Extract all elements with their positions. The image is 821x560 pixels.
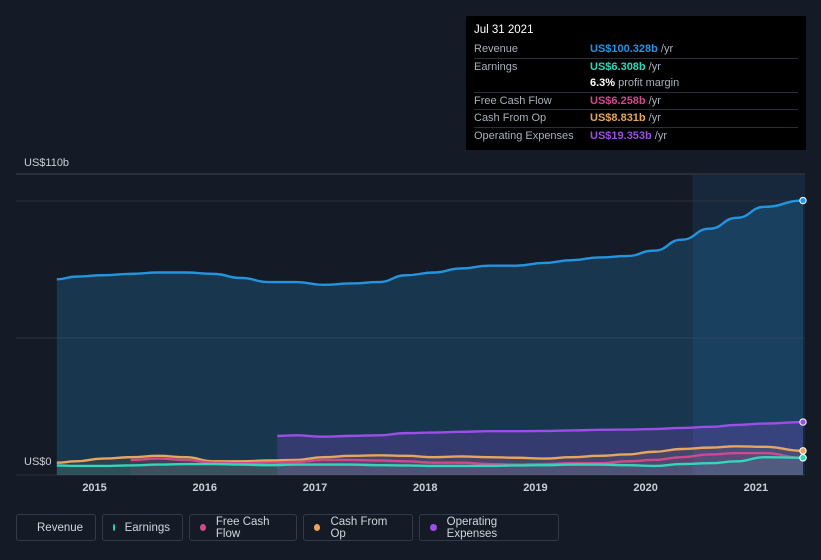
series-areas xyxy=(56,200,804,475)
legend: Revenue Earnings Free Cash Flow Cash Fro… xyxy=(16,514,559,541)
tooltip-unit: /yr xyxy=(648,112,661,125)
legend-item-revenue[interactable]: Revenue xyxy=(16,514,96,541)
x-tick-label: 2017 xyxy=(303,482,327,494)
tooltip-value: US$19.353b xyxy=(590,129,652,142)
series-lines xyxy=(56,199,804,468)
x-tick-label: 2016 xyxy=(193,482,217,494)
legend-label: Free Cash Flow xyxy=(215,515,270,540)
line-operating-expenses xyxy=(277,420,804,438)
tooltip-label: Earnings xyxy=(474,60,518,73)
tooltip-label: Operating Expenses xyxy=(474,129,574,142)
tooltip-row-profit-margin: 6.3% profit margin xyxy=(474,75,798,92)
tooltip-value: US$8.831b xyxy=(590,112,646,125)
tooltip-unit: /yr xyxy=(648,94,661,107)
legend-item-free-cash-flow[interactable]: Free Cash Flow xyxy=(189,514,297,541)
tooltip-row-earnings: Earnings US$6.308b /yr xyxy=(474,57,798,76)
tooltip-value: US$6.308b xyxy=(590,60,646,73)
line-cash-from-op xyxy=(56,445,804,464)
legend-dot-icon xyxy=(113,524,115,531)
line-free-cash-flow xyxy=(130,451,804,466)
tooltip-row-cash-from-op: Cash From Op US$8.831b /yr xyxy=(474,109,798,127)
end-marker-operating-expenses xyxy=(799,418,807,426)
legend-label: Operating Expenses xyxy=(446,515,498,540)
legend-dot-icon xyxy=(430,524,437,531)
tooltip: Jul 31 2021 Revenue US$100.328b /yr Earn… xyxy=(466,16,806,150)
tooltip-unit: /yr xyxy=(654,129,667,142)
legend-dot-icon xyxy=(200,524,206,531)
tooltip-date: Jul 31 2021 xyxy=(474,24,534,36)
legend-label: Earnings xyxy=(124,521,170,534)
end-marker-cash-from-op xyxy=(799,447,807,455)
tooltip-unit: /yr xyxy=(660,43,674,56)
tooltip-row-revenue: Revenue US$100.328b /yr xyxy=(474,41,798,58)
area-free-cash-flow xyxy=(130,453,803,475)
tooltip-value: 6.3% xyxy=(590,77,616,90)
grid xyxy=(16,173,805,476)
tooltip-label: Free Cash Flow xyxy=(474,94,552,107)
series-end-markers xyxy=(799,196,807,462)
tooltip-unit: /yr xyxy=(648,60,661,73)
tooltip-label: Cash From Op xyxy=(474,112,547,125)
x-tick-label: 2020 xyxy=(633,482,657,494)
tooltip-value: US$100.328b xyxy=(590,43,658,56)
legend-item-cash-from-op[interactable]: Cash From Op xyxy=(303,514,413,541)
tooltip-label: Revenue xyxy=(474,43,519,56)
legend-label: Revenue xyxy=(37,521,84,534)
x-tick-label: 2019 xyxy=(523,482,547,494)
x-tick-label: 2018 xyxy=(413,482,437,494)
tooltip-row-operating-expenses: Operating Expenses US$19.353b /yr xyxy=(474,126,798,145)
tooltip-value: US$6.258b xyxy=(590,94,646,107)
tooltip-unit: profit margin xyxy=(618,77,680,90)
legend-item-earnings[interactable]: Earnings xyxy=(102,514,183,541)
legend-label: Cash From Op xyxy=(330,515,388,540)
legend-dot-icon xyxy=(314,524,321,531)
legend-item-operating-expenses[interactable]: Operating Expenses xyxy=(419,514,559,541)
line-revenue xyxy=(56,199,804,287)
y-label-top: US$110b xyxy=(24,157,69,169)
y-label-bottom: US$0 xyxy=(24,456,52,468)
area-cash-from-op xyxy=(56,446,804,475)
area-revenue xyxy=(56,200,804,475)
end-marker-revenue xyxy=(799,196,807,205)
line-earnings xyxy=(56,456,804,468)
x-tick-label: 2015 xyxy=(82,482,106,494)
x-tick-label: 2021 xyxy=(744,482,768,494)
end-marker-earnings xyxy=(799,454,807,462)
x-axis-ticks: 2015 2016 2017 2018 2019 2020 2021 xyxy=(82,482,768,494)
tooltip-row-free-cash-flow: Free Cash Flow US$6.258b /yr xyxy=(474,91,798,110)
